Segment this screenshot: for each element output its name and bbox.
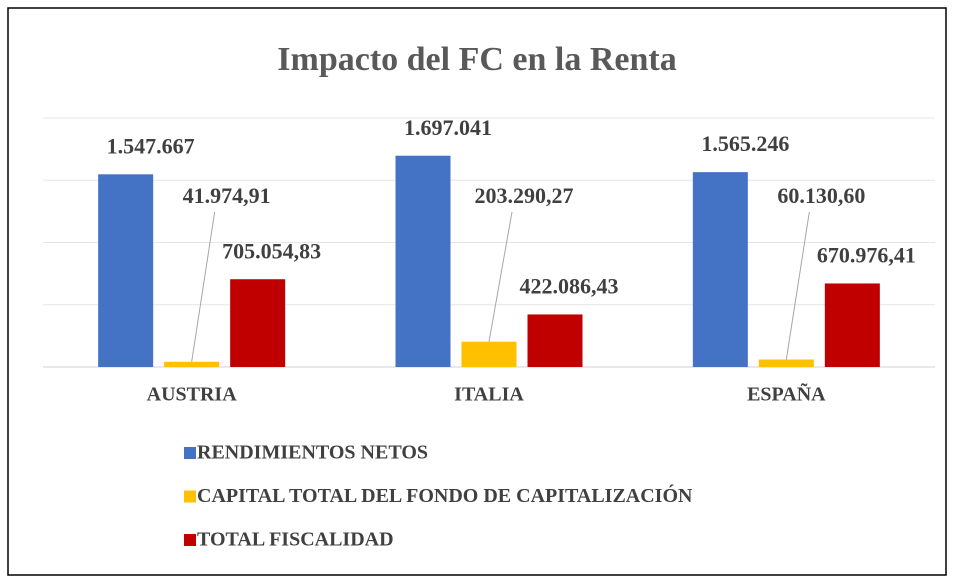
- data-label: 1.697.041: [404, 115, 492, 140]
- legend-swatch: [184, 534, 196, 546]
- bar: [230, 279, 286, 367]
- bar: [461, 341, 517, 367]
- data-label: 203.290,27: [475, 183, 574, 208]
- data-label: 705.054,83: [222, 238, 321, 263]
- bar: [395, 155, 451, 367]
- legend-swatch: [184, 490, 196, 503]
- x-tick-label: AUSTRIA: [147, 384, 238, 406]
- data-label: 1.565.246: [701, 131, 789, 156]
- bar: [98, 174, 154, 367]
- bar: [527, 314, 583, 367]
- data-label: 1.547.667: [107, 133, 195, 158]
- data-label: 670.976,41: [817, 243, 916, 268]
- data-label: 422.086,43: [520, 273, 619, 298]
- legend-label: TOTAL FISCALIDAD: [197, 529, 394, 551]
- leader-line: [488, 211, 513, 342]
- legend-label: RENDIMIENTOS NETOS: [197, 442, 428, 464]
- x-tick-label: ESPAÑA: [747, 383, 826, 406]
- legend-swatch: [184, 447, 196, 459]
- data-label: 41.974,91: [183, 183, 271, 208]
- bar: [758, 359, 814, 367]
- chart-border: [7, 7, 947, 576]
- chart-title: Impacto del FC en la Renta: [277, 41, 676, 78]
- bar: [164, 361, 220, 367]
- bar: [692, 172, 748, 367]
- leader-line: [785, 211, 810, 360]
- bar: [824, 283, 880, 367]
- x-tick-label: ITALIA: [454, 384, 524, 406]
- legend-label: CAPITAL TOTAL DEL FONDO DE CAPITALIZACIÓ…: [197, 483, 693, 507]
- data-label: 60.130,60: [777, 183, 865, 208]
- leader-line: [191, 211, 216, 362]
